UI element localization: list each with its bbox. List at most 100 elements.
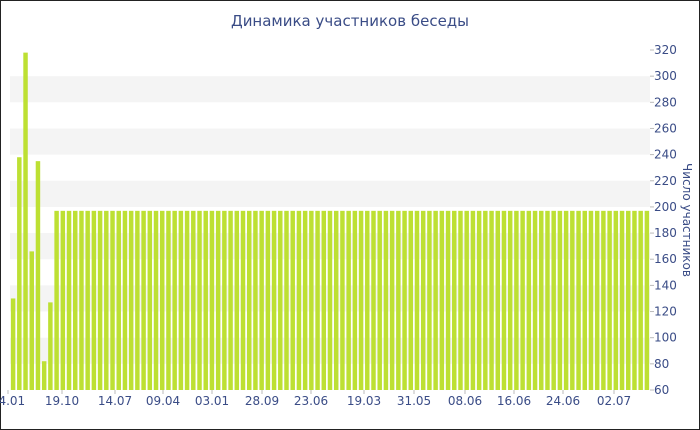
bar [209,210,215,390]
bar [234,210,240,390]
bar [321,210,327,390]
y-tick-label: 220 [654,174,677,188]
bar [97,210,103,390]
bar [619,210,625,390]
bar [551,210,556,390]
x-tick-label: 08.06 [448,394,482,408]
bar [228,210,233,390]
x-tick-label: 24.06 [546,394,580,408]
bar [91,210,97,390]
bar [476,210,482,390]
grid-band [10,76,650,103]
bar [420,210,426,390]
bar [110,210,115,390]
x-tick-label: 19.10 [45,394,79,408]
x-tick-label: 09.04 [146,394,180,408]
bar [576,210,581,390]
bar [396,210,401,390]
bar [333,210,339,390]
bar [153,210,159,390]
bar [191,210,196,390]
bar [402,210,407,390]
x-tick-label: 14.07 [98,394,132,408]
bar [445,210,451,390]
bar [147,210,153,390]
bar [253,210,258,390]
y-tick-label: 200 [654,200,677,214]
y-tick-label: 300 [654,69,677,83]
y-tick-label: 160 [654,252,677,266]
bar [278,210,283,390]
bar [203,210,208,390]
bar [290,210,295,390]
bar [607,210,612,390]
bar [458,210,463,390]
bar [340,210,345,390]
bar [284,210,289,390]
bar [358,210,364,390]
bar [79,210,84,390]
bar [439,210,445,390]
bar [377,210,382,390]
bar [54,210,59,390]
bar [570,210,575,390]
bar [41,361,47,390]
x-tick-label: 24.01 [0,394,25,408]
y-tick-label: 320 [654,43,677,57]
bar [495,210,500,390]
x-tick-label: 19.03 [347,394,381,408]
y-tick-label: 180 [654,226,677,240]
bar [104,210,109,390]
x-tick-label: 03.01 [195,394,229,408]
x-tick-label: 02.07 [597,394,631,408]
bar [588,210,594,390]
bar [557,210,563,390]
bar [483,210,488,390]
x-tick-label: 23.06 [294,394,328,408]
bar [532,210,538,390]
bar [302,210,308,390]
bar [259,210,264,390]
bar [327,210,333,390]
x-tick-label: 28.09 [245,394,279,408]
bar [613,210,619,390]
bar [215,210,221,390]
bar [309,210,314,390]
bar [128,210,134,390]
bar [197,210,202,390]
bar [371,210,376,390]
bar [166,210,171,390]
bar [315,210,320,390]
bar [60,210,66,390]
y-tick-label: 120 [654,305,677,319]
bar [346,210,351,390]
bar [408,210,414,390]
y-tick-label: 280 [654,95,677,109]
bar [389,210,395,390]
y-tick-label: 140 [654,278,677,292]
bar [135,210,140,390]
chart-title: Динамика участников беседы [230,12,470,30]
bar [594,210,600,390]
bar [352,210,358,390]
grid-band [10,180,650,207]
bar [632,210,637,390]
bar [246,210,252,390]
bar [73,210,78,390]
bar [23,52,28,391]
bar [85,210,90,390]
y-tick-label: 240 [654,148,677,162]
bar [539,210,544,390]
bar [172,210,177,390]
bar [501,210,507,390]
y-tick-label: 60 [654,383,669,397]
x-tick-label: 16.06 [497,394,531,408]
bar [160,210,165,390]
bar [520,210,525,390]
bar [427,210,432,390]
y-tick-label: 100 [654,331,677,345]
y-tick-label: 80 [654,357,669,371]
bar [48,302,53,390]
bar [433,210,438,390]
bar [35,161,41,390]
